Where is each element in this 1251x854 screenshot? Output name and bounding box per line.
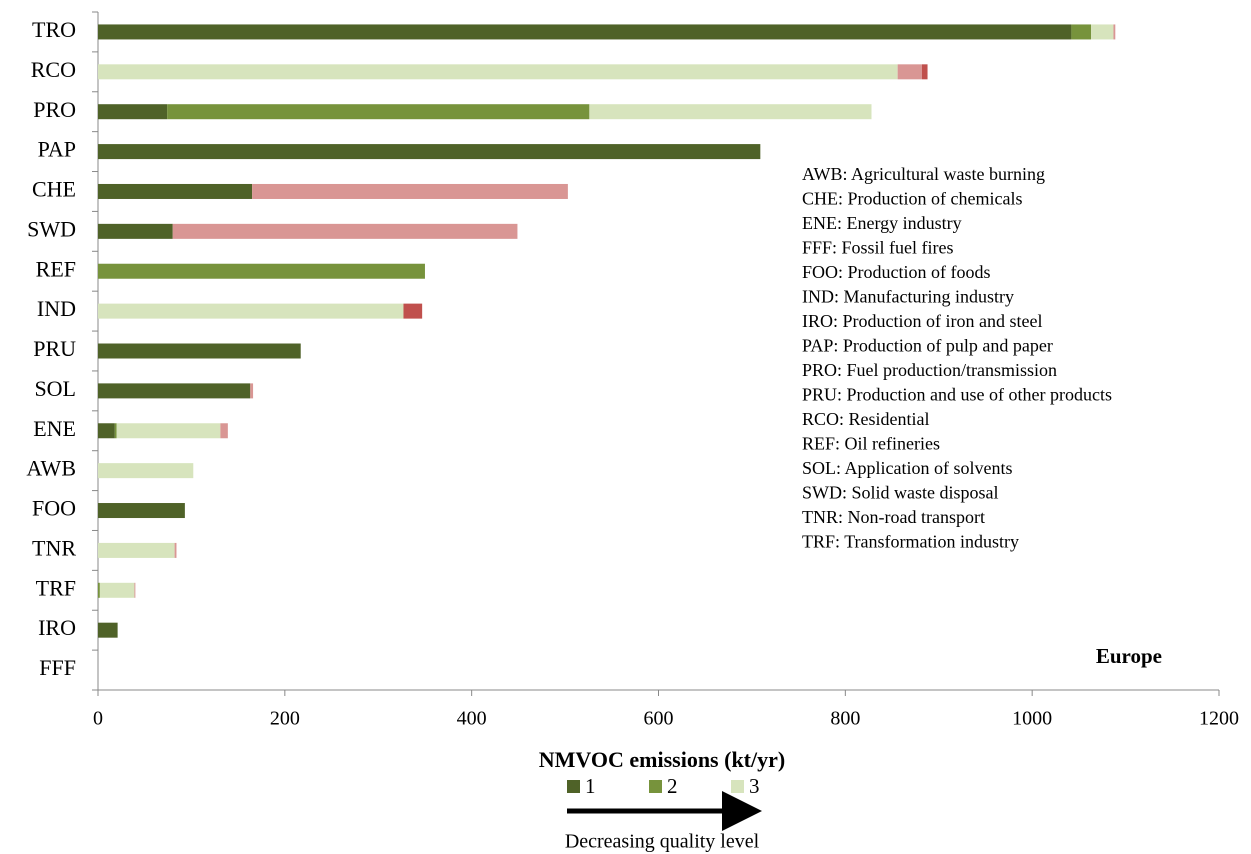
bar-segment: [167, 104, 590, 120]
bar-segment: [98, 64, 898, 80]
bar-segment: [250, 383, 254, 399]
bar-segment: [1071, 24, 1092, 40]
y-tick-label: TRO: [32, 17, 76, 42]
bar-segment: [403, 303, 423, 319]
bar-segment: [589, 104, 872, 120]
note: FFF: Fossil fuel fires: [802, 238, 954, 258]
bar-segment: [98, 263, 425, 279]
bar-segment: [98, 144, 761, 160]
bar-segment: [98, 383, 251, 399]
y-tick-label: SWD: [27, 216, 76, 241]
x-tick-label: 0: [93, 708, 103, 730]
bar-segment: [134, 582, 136, 598]
y-tick-label: IRO: [38, 615, 76, 640]
bar-segment: [98, 303, 404, 319]
legend-label: 1: [585, 774, 596, 798]
bar-segment: [98, 423, 115, 439]
x-tick-label: 600: [644, 708, 674, 730]
bar-segment: [98, 223, 173, 239]
x-axis-label: NMVOC emissions (kt/yr): [539, 747, 785, 772]
x-tick-label: 200: [270, 708, 300, 730]
note: CHE: Production of chemicals: [802, 189, 1022, 209]
bar-segment: [98, 463, 194, 479]
legend-label: 3: [749, 774, 760, 798]
bar-segment: [98, 503, 185, 519]
note: PRO: Fuel production/transmission: [802, 360, 1057, 380]
bar-segment: [116, 423, 221, 439]
x-tick-label: 800: [830, 708, 860, 730]
y-tick-label: TNR: [32, 535, 76, 560]
y-tick-label: IND: [37, 296, 76, 321]
note: SOL: Application of solvents: [802, 458, 1013, 478]
note: PAP: Production of pulp and paper: [802, 336, 1053, 356]
note: FOO: Production of foods: [802, 262, 991, 282]
bar-segment: [98, 582, 100, 598]
y-tick-label: FFF: [39, 655, 76, 680]
legend-swatch: [567, 780, 580, 793]
note: IRO: Production of iron and steel: [802, 311, 1042, 331]
legend-swatch: [731, 780, 744, 793]
bar-segment: [220, 423, 228, 439]
annotation: Europe: [1096, 644, 1162, 668]
bar-segment: [252, 183, 568, 199]
y-tick-label: AWB: [26, 456, 76, 481]
note: SWD: Solid waste disposal: [802, 483, 999, 503]
bar-segment: [1091, 24, 1114, 40]
y-tick-label: CHE: [32, 177, 76, 202]
x-tick-label: 400: [457, 708, 487, 730]
y-tick-label: PRU: [33, 336, 76, 361]
legend-label: 2: [667, 774, 678, 798]
note: TRF: Transformation industry: [802, 532, 1019, 552]
bar-segment: [114, 423, 117, 439]
y-tick-label: ENE: [33, 416, 76, 441]
bar-segment: [98, 104, 168, 120]
y-tick-label: SOL: [34, 376, 76, 401]
bar-segment: [98, 343, 301, 359]
bar-segment: [921, 64, 928, 80]
y-tick-label: PRO: [33, 97, 76, 122]
note: AWB: Agricultural waste burning: [802, 164, 1045, 184]
bar-segment: [98, 622, 118, 638]
bar-segment: [1113, 24, 1116, 40]
y-tick-label: RCO: [31, 57, 76, 82]
bar-segment: [98, 542, 175, 558]
y-tick-label: REF: [36, 256, 76, 281]
y-tick-label: PAP: [38, 137, 76, 162]
bar-segment: [98, 24, 1072, 40]
legend-swatch: [649, 780, 662, 793]
note: TNR: Non-road transport: [802, 507, 985, 527]
note: RCO: Residential: [802, 409, 930, 429]
bar-segment: [172, 223, 518, 239]
note: REF: Oil refineries: [802, 434, 940, 454]
bar-segment: [897, 64, 922, 80]
note: ENE: Energy industry: [802, 213, 962, 233]
arrow-label: Decreasing quality level: [565, 831, 760, 853]
bar-segment: [98, 183, 253, 199]
note: IND: Manufacturing industry: [802, 287, 1014, 307]
x-tick-label: 1000: [1012, 708, 1052, 730]
bar-segment: [99, 582, 135, 598]
bar-segment: [174, 542, 177, 558]
note: PRU: Production and use of other product…: [802, 385, 1112, 405]
x-tick-label: 1200: [1199, 708, 1239, 730]
y-tick-label: TRF: [36, 575, 76, 600]
y-tick-label: FOO: [32, 496, 76, 521]
